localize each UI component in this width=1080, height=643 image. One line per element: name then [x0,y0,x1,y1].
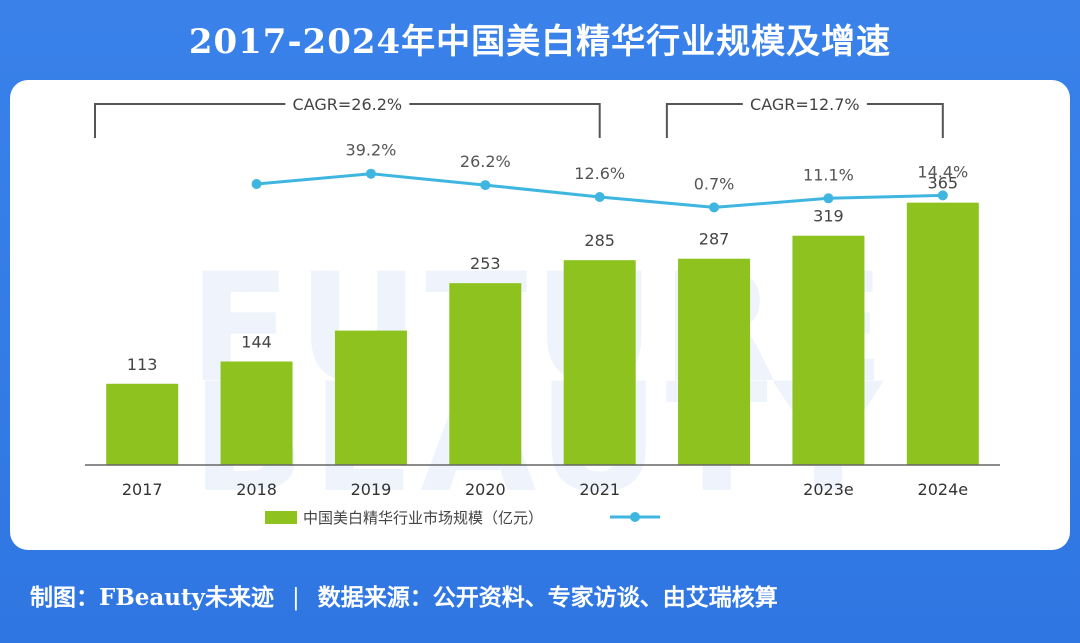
cagr-bracket-1 [94,103,601,138]
growth-point-2018 [251,179,262,190]
cagr-bracket-2 [665,103,944,138]
x-tick-label-2019: 2019 [351,480,392,499]
watermark-line-2: BEAUTY [191,352,888,526]
x-tick-label-2024e: 2024e [918,480,969,499]
growth-label-2022: 0.7% [694,174,735,193]
x-axis: 2017 2018 2019 2020 2021 2023e 2024e [85,464,1000,499]
footer-credit: 制图：FBeauty未来迹 [30,584,275,611]
bar-2023e [792,235,865,465]
growth-label-2021: 12.6% [574,164,625,183]
bar-2024e [906,202,979,465]
bar-value-label-2022: 287 [699,230,730,249]
growth-label-2020: 26.2% [460,152,511,171]
cagr-label-2: CAGR=12.7% [750,95,860,114]
bar-value-label-2023e: 319 [813,207,844,226]
bar-2017 [106,383,179,465]
chart: FUTURE BEAUTY CAGR=26.2% CAGR=12.7% 113 14… [85,95,1000,527]
bar-2022 [678,258,751,465]
growth-point-2019 [365,168,376,179]
bar-value-label-2021: 285 [584,231,615,250]
legend: 中国美白精华行业市场规模（亿元） [265,509,660,527]
watermark-line-1: FUTURE [189,242,891,416]
x-tick-label-2018: 2018 [236,480,277,499]
bar-2018 [220,361,293,465]
footer-separator: | [292,585,300,611]
cagr-label-1: CAGR=26.2% [293,95,403,114]
bar-2020 [449,283,522,465]
legend-line-marker [630,512,640,522]
bar-series: 113 144 253 285 287 319 365 [106,174,979,465]
legend-bar-label: 中国美白精华行业市场规模（亿元） [303,509,543,527]
bar-value-label-2018: 144 [241,333,272,352]
x-tick-label-2020: 2020 [465,480,506,499]
bar-value-label-2020: 253 [470,254,501,273]
x-tick-label-2017: 2017 [122,480,163,499]
growth-label-2023e: 11.1% [803,165,854,184]
bar-2019 [334,330,407,465]
growth-label-2019: 39.2% [346,141,397,160]
chart-card [10,80,1070,550]
growth-point-2024e [937,190,948,201]
bar-value-label-2024e: 365 [928,174,959,193]
x-tick-label-2021: 2021 [579,480,620,499]
page-title: 2017-2024年中国美白精华行业规模及增速 [188,22,892,62]
growth-point-2022 [709,202,720,213]
x-tick-label-2023e: 2023e [803,480,854,499]
cagr-brackets: CAGR=26.2% CAGR=12.7% [94,95,944,138]
growth-point-2021 [594,191,605,202]
footer: 制图：FBeauty未来迹 | 数据来源：公开资料、专家访谈、由艾瑞核算 [30,578,778,612]
bar-value-label-2017: 113 [127,355,158,374]
growth-label-2024e: 14.4% [917,162,968,181]
watermark: FUTURE BEAUTY [189,242,891,526]
legend-bar-swatch [265,511,297,524]
growth-line-series: 39.2% 26.2% 12.6% 0.7% 11.1% 14.4% [251,141,968,213]
growth-point-2020 [480,180,491,191]
footer-source: 数据来源：公开资料、专家访谈、由艾瑞核算 [317,584,778,611]
bar-2021 [563,260,636,465]
growth-point-2023e [823,193,834,204]
